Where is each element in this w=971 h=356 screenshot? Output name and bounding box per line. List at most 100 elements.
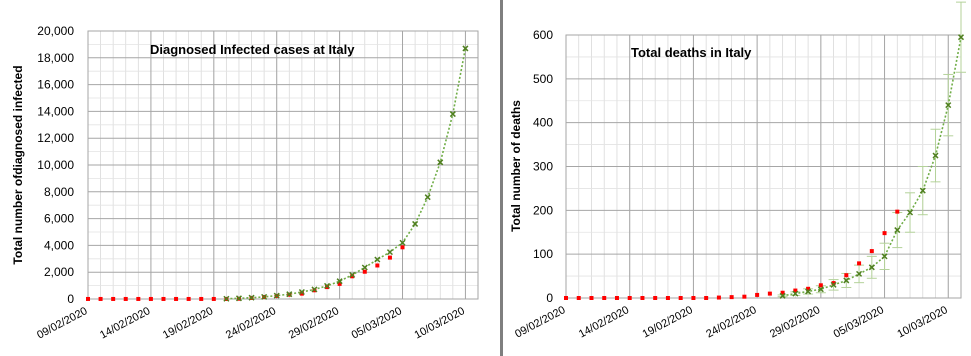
marker-stroke: [424, 194, 431, 201]
fitted-data-point: [462, 45, 469, 52]
fitted-data-point: [261, 293, 268, 300]
fitted-data-point: [361, 264, 368, 271]
deaths-chart: 0 100 200 300 400 500 600 09/02/2020 14/02/2020 1…: [509, 1, 966, 340]
x-tick-label: 09/02/2020: [513, 304, 567, 340]
fitted-data-point: [437, 159, 444, 166]
fitted-data-point: [223, 295, 230, 302]
observed-data-point: [767, 291, 772, 296]
observed-data-point: [653, 296, 658, 300]
observed-data-point: [831, 281, 836, 286]
observed-data-point: [716, 295, 721, 300]
marker-stroke: [374, 256, 381, 263]
observed-data-point: [589, 296, 594, 300]
x-tick-label: 05/03/2020: [350, 305, 404, 341]
observed-data-point: [400, 245, 405, 250]
marker-stroke: [894, 227, 901, 234]
observed-data-point: [665, 296, 670, 300]
x-tick-label: 19/02/2020: [161, 305, 215, 341]
fitted-data-point: [779, 292, 786, 299]
marker-stroke: [779, 292, 786, 299]
fitted-data-point: [792, 290, 799, 297]
observed-data-point: [86, 296, 90, 301]
x-tick-label: 09/02/2020: [35, 305, 89, 341]
observed-data-point: [627, 296, 632, 300]
fitted-data-point: [856, 270, 863, 277]
observed-data-point: [869, 249, 874, 254]
x-tick-label: 29/02/2020: [768, 304, 822, 340]
marker-stroke: [843, 277, 850, 284]
y-tick-label: 10,000: [37, 158, 74, 172]
x-tick-label: 24/02/2020: [224, 305, 278, 341]
fitted-data-point: [894, 227, 901, 234]
observed-data-point: [704, 296, 709, 300]
marker-stroke: [298, 289, 305, 296]
chart-title: Diagnosed Infected cases at Italy: [150, 42, 355, 57]
fitted-data-point: [324, 282, 331, 289]
fitted-data-point: [298, 289, 305, 296]
observed-data-point: [857, 261, 862, 266]
fitted-data-point: [957, 34, 965, 41]
marker-stroke: [932, 152, 939, 159]
marker-stroke: [437, 159, 444, 166]
observed-data-point: [780, 290, 785, 295]
marker-stroke: [830, 281, 837, 288]
fitted-data-point: [336, 278, 343, 285]
observed-data-point: [895, 209, 900, 214]
observed-data-point: [387, 255, 392, 260]
marker-stroke: [349, 271, 356, 278]
observed-data-point: [576, 296, 581, 300]
y-tick-label: 400: [533, 116, 553, 130]
x-tick-label: 29/02/2020: [287, 305, 341, 341]
y-tick-label: 4,000: [44, 238, 74, 252]
marker-stroke: [856, 270, 863, 277]
infected-chart: 0 2,000 4,000 6,000 8,000 10,000 12,000 14,000 1…: [11, 24, 479, 341]
observed-data-point: [818, 283, 823, 288]
y-tick-label: 600: [533, 28, 553, 42]
observed-data-point: [755, 292, 760, 297]
observed-data-point: [844, 273, 849, 278]
fitted-data-point: [830, 281, 837, 288]
marker-stroke: [286, 291, 293, 298]
marker-stroke: [462, 45, 469, 52]
marker-stroke: [235, 295, 242, 302]
panel-divider: [500, 0, 503, 356]
fitted-data-point: [919, 187, 926, 194]
plot-area: [565, 34, 962, 299]
observed-data-point: [174, 296, 179, 301]
fitted-data-point: [349, 271, 356, 278]
x-tick-label: 10/03/2020: [413, 305, 467, 341]
y-tick-label: 18,000: [37, 51, 74, 65]
marker-stroke: [792, 290, 799, 297]
x-tick-label: 14/02/2020: [577, 304, 631, 340]
observed-data-point: [136, 296, 141, 301]
fitted-data-point: [868, 264, 875, 271]
infected-chart-panel: 0 2,000 4,000 6,000 8,000 10,000 12,000 14,000 1…: [11, 24, 479, 342]
y-tick-label: 100: [533, 247, 553, 261]
marker-stroke: [868, 264, 875, 271]
fit-trendline: [947, 37, 962, 106]
y-tick-label: 2,000: [44, 265, 74, 279]
plot-area: [87, 30, 479, 300]
marker-stroke: [248, 294, 255, 301]
fitted-data-point: [932, 152, 939, 159]
fitted-data-point: [881, 253, 888, 260]
fitted-data-point: [424, 194, 431, 201]
y-tick-label: 6,000: [44, 212, 74, 226]
fitted-data-point: [817, 286, 824, 293]
deaths-chart-panel: 0 100 200 300 400 500 600 09/02/2020 14/02/2020 1…: [503, 0, 971, 356]
observed-data-point: [742, 294, 747, 299]
marker-stroke: [945, 102, 952, 109]
fit-trendline: [226, 48, 467, 300]
observed-data-point: [375, 263, 380, 268]
observed-data-point: [564, 296, 568, 300]
observed-data-point: [614, 296, 619, 300]
y-tick-label: 12,000: [37, 131, 74, 145]
fit-trendline: [782, 104, 950, 297]
observed-data-point: [640, 296, 645, 300]
observed-data-point: [350, 274, 355, 279]
observed-data-point: [161, 296, 166, 301]
fitted-data-point: [286, 291, 293, 298]
marker-stroke: [907, 209, 914, 216]
y-tick-label: 20,000: [37, 24, 74, 38]
fitted-data-point: [235, 295, 242, 302]
